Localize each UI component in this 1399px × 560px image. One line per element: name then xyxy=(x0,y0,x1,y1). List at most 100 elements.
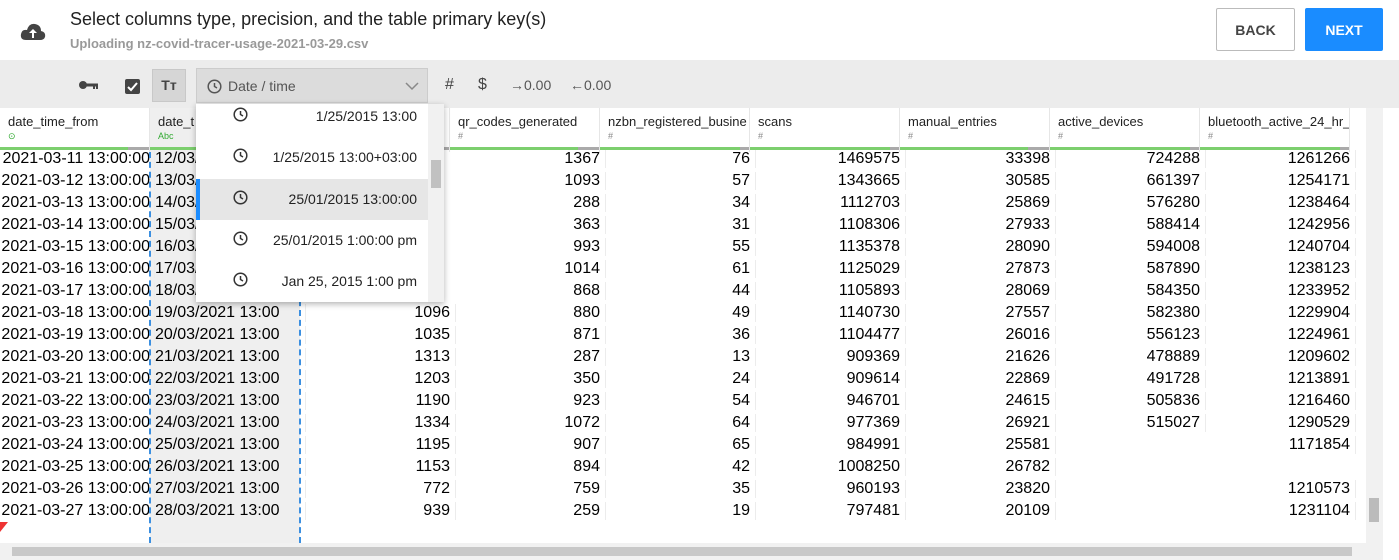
table-cell: 27557 xyxy=(900,304,1056,322)
type-select[interactable]: Date / time xyxy=(196,68,428,103)
h-scrollbar[interactable] xyxy=(0,543,1383,560)
option-text: Jan 25, 2015 1:00 pm xyxy=(281,273,417,290)
format-dropdown: 1/25/2015 13:00 1/25/2015 13:00+03:00 25/0… xyxy=(196,104,444,302)
table-cell: 1108306 xyxy=(750,216,906,234)
table-cell: 35 xyxy=(600,480,756,498)
table-cell: 1240704 xyxy=(1200,238,1356,256)
table-cell: 2021-03-17 13:00:00 xyxy=(0,282,155,300)
table-cell: 23820 xyxy=(900,480,1056,498)
table-cell: 2021-03-14 13:00:00 xyxy=(0,216,155,234)
checkbox-icon[interactable] xyxy=(125,79,140,94)
table-cell: 26782 xyxy=(900,458,1056,476)
table-cell: 2021-03-16 13:00:00 xyxy=(0,260,155,278)
table-cell: 1254171 xyxy=(1200,172,1356,190)
table-cell: 350 xyxy=(450,370,606,388)
next-button[interactable]: NEXT xyxy=(1305,8,1383,51)
key-icon[interactable] xyxy=(78,78,100,92)
table-cell: 1135378 xyxy=(750,238,906,256)
type-bar-rest xyxy=(890,147,899,150)
number-button[interactable]: # xyxy=(445,76,454,93)
dropdown-option[interactable]: 25/01/2015 1:00:00 pm xyxy=(196,220,428,261)
dropdown-scrollbar[interactable] xyxy=(428,104,444,302)
text-icon: Tт xyxy=(161,77,177,93)
column-name: qr_codes_generated xyxy=(458,114,578,129)
table-cell: 2021-03-23 13:00:00 xyxy=(0,414,155,432)
column-header[interactable]: scans # xyxy=(750,108,900,152)
column-header[interactable]: active_devices # xyxy=(1050,108,1200,152)
type-bar-rest xyxy=(128,147,149,150)
table-cell: 907 xyxy=(450,436,606,454)
table-cell: 44 xyxy=(600,282,756,300)
table-cell: 984991 xyxy=(750,436,906,454)
column-type: Abc xyxy=(158,131,174,141)
table-cell: 1313 xyxy=(300,348,456,366)
table-cell: 31 xyxy=(600,216,756,234)
column-header[interactable]: manual_entries # xyxy=(900,108,1050,152)
table-cell: 2021-03-11 13:00:00 xyxy=(0,150,155,168)
table-cell: 26/03/2021 13:00 xyxy=(150,458,306,476)
table-cell: 25/03/2021 13:00 xyxy=(150,436,306,454)
table-cell: 1290529 xyxy=(1200,414,1356,432)
table-cell: 1210573 xyxy=(1200,480,1356,498)
currency-button[interactable]: $ xyxy=(478,76,487,93)
text-type-button[interactable]: Tт xyxy=(152,69,186,102)
table-cell: 1343665 xyxy=(750,172,906,190)
table-cell: 34 xyxy=(600,194,756,212)
column-name: active_devices xyxy=(1058,114,1144,129)
option-text: 25/01/2015 1:00:00 pm xyxy=(272,231,417,248)
decrease-precision[interactable]: ←0.00 xyxy=(570,77,612,93)
table-cell: 880 xyxy=(450,304,606,322)
column-header[interactable]: date_time_from ⊙ xyxy=(0,108,150,152)
table-cell: 909369 xyxy=(750,348,906,366)
type-bar-rest xyxy=(740,147,749,150)
table-cell: 588414 xyxy=(1050,216,1206,234)
v-scrollbar[interactable] xyxy=(1366,108,1383,543)
column-type: # xyxy=(1058,131,1064,141)
table-cell: 19/03/2021 13:00 xyxy=(150,304,306,322)
table-cell: 55 xyxy=(600,238,756,256)
dropdown-option[interactable]: 25/01/2015 13:00:00 xyxy=(196,178,428,220)
column-header[interactable]: nzbn_registered_busine # xyxy=(600,108,750,152)
type-bar xyxy=(1200,147,1340,150)
table-cell: 1367 xyxy=(450,150,606,168)
upload-icon xyxy=(20,23,46,40)
table-cell: 478889 xyxy=(1050,348,1206,366)
column-header[interactable]: qr_codes_generated # xyxy=(450,108,600,152)
type-bar-rest xyxy=(1190,147,1199,150)
corner-marker xyxy=(0,522,8,532)
table-cell: 1190 xyxy=(300,392,456,410)
clock-icon xyxy=(207,79,222,94)
table-cell: 1140730 xyxy=(750,304,906,322)
table-cell: 1203 xyxy=(300,370,456,388)
back-button[interactable]: BACK xyxy=(1216,8,1295,51)
table-cell: 28069 xyxy=(900,282,1056,300)
table-cell: 76 xyxy=(600,150,756,168)
svg-text:Tт: Tт xyxy=(161,77,177,93)
table-cell: 363 xyxy=(450,216,606,234)
table-cell: 797481 xyxy=(750,502,906,520)
dropdown-option[interactable]: 1/25/2015 13:00+03:00 xyxy=(196,137,428,178)
dropdown-option[interactable]: Jan 25, 2015 1:00 pm xyxy=(196,261,428,302)
table-cell: 556123 xyxy=(1050,326,1206,344)
table-cell: 21/03/2021 13:00 xyxy=(150,348,306,366)
table-cell: 1096 xyxy=(300,304,456,322)
table-cell: 287 xyxy=(450,348,606,366)
table-cell: 1072 xyxy=(450,414,606,432)
table-cell: 587890 xyxy=(1050,260,1206,278)
type-bar xyxy=(0,147,128,150)
table-cell: 24615 xyxy=(900,392,1056,410)
table-cell: 24/03/2021 13:00 xyxy=(150,414,306,432)
table-cell: 22869 xyxy=(900,370,1056,388)
column-type: # xyxy=(908,131,914,141)
table-cell: 1105893 xyxy=(750,282,906,300)
column-name: nzbn_registered_busine xyxy=(608,114,747,129)
table-cell: 27873 xyxy=(900,260,1056,278)
title: Select columns type, precision, and the … xyxy=(70,9,547,29)
dropdown-option[interactable]: 1/25/2015 13:00 xyxy=(196,104,428,137)
increase-precision[interactable]: →0.00 xyxy=(510,77,552,93)
table-cell: 1229904 xyxy=(1200,304,1356,322)
table-cell: 594008 xyxy=(1050,238,1206,256)
table-cell: 2021-03-19 13:00:00 xyxy=(0,326,155,344)
column-header[interactable]: bluetooth_active_24_hr_ # xyxy=(1200,108,1350,152)
